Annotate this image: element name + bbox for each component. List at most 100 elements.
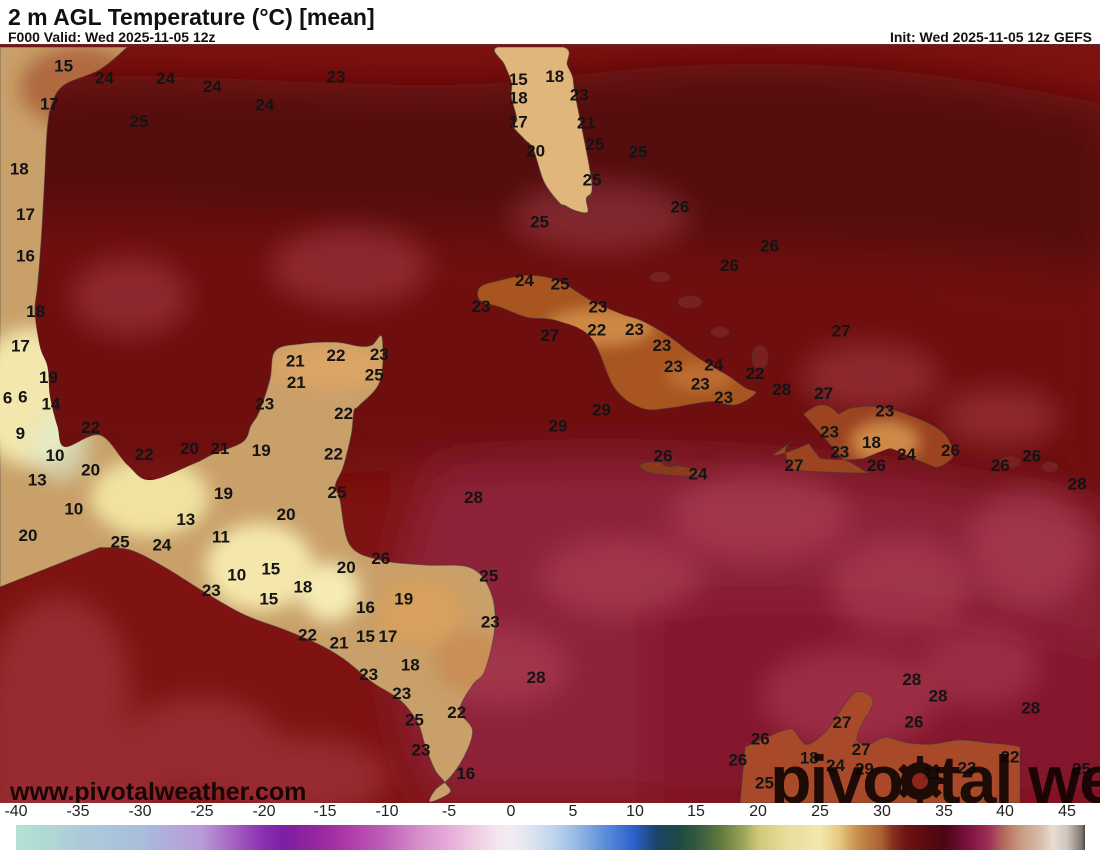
svg-text:22: 22 <box>81 418 100 437</box>
svg-text:14: 14 <box>41 395 60 414</box>
svg-text:23: 23 <box>664 357 683 376</box>
svg-text:17: 17 <box>378 627 397 646</box>
svg-text:22: 22 <box>135 445 154 464</box>
svg-text:27: 27 <box>785 456 804 475</box>
svg-text:24: 24 <box>156 69 175 88</box>
svg-text:20: 20 <box>19 526 38 545</box>
svg-text:21: 21 <box>330 633 349 652</box>
svg-text:27: 27 <box>540 326 559 345</box>
svg-text:27: 27 <box>814 384 833 403</box>
svg-text:9: 9 <box>16 424 25 443</box>
svg-text:22: 22 <box>324 445 343 464</box>
svg-text:23: 23 <box>392 684 411 703</box>
svg-text:23: 23 <box>691 374 710 393</box>
svg-text:26: 26 <box>728 750 747 769</box>
svg-text:24: 24 <box>897 445 916 464</box>
svg-text:23: 23 <box>359 665 378 684</box>
svg-text:24: 24 <box>203 77 222 96</box>
svg-text:28: 28 <box>772 380 791 399</box>
svg-text:20: 20 <box>337 558 356 577</box>
svg-text:23: 23 <box>652 336 671 355</box>
svg-text:24: 24 <box>689 464 708 483</box>
svg-text:www.pivotalweather.com: www.pivotalweather.com <box>9 778 306 803</box>
svg-text:22: 22 <box>447 703 466 722</box>
svg-text:16: 16 <box>356 598 375 617</box>
svg-text:6: 6 <box>3 389 12 408</box>
svg-text:15: 15 <box>54 56 73 75</box>
svg-text:10: 10 <box>46 446 65 465</box>
svg-text:6: 6 <box>18 388 27 407</box>
svg-text:24: 24 <box>95 69 114 88</box>
svg-text:23: 23 <box>875 402 894 421</box>
svg-text:26: 26 <box>751 730 770 749</box>
svg-text:26: 26 <box>371 549 390 568</box>
svg-text:20: 20 <box>277 505 296 524</box>
svg-text:26: 26 <box>760 236 779 255</box>
svg-text:25: 25 <box>328 483 347 502</box>
svg-text:19: 19 <box>394 590 413 609</box>
svg-text:26: 26 <box>670 197 689 216</box>
svg-text:15: 15 <box>509 70 528 89</box>
svg-text:pivo: pivo <box>770 742 902 803</box>
svg-text:23: 23 <box>472 297 491 316</box>
svg-text:20: 20 <box>180 439 199 458</box>
svg-text:24: 24 <box>152 536 171 555</box>
svg-text:28: 28 <box>464 488 483 507</box>
svg-text:23: 23 <box>588 297 607 316</box>
svg-text:26: 26 <box>1022 446 1041 465</box>
svg-text:24: 24 <box>255 96 274 115</box>
svg-text:21: 21 <box>577 114 596 133</box>
svg-text:25: 25 <box>530 212 549 231</box>
svg-text:13: 13 <box>176 510 195 529</box>
svg-text:26: 26 <box>991 456 1010 475</box>
svg-text:28: 28 <box>1068 475 1087 494</box>
svg-text:29: 29 <box>592 400 611 419</box>
svg-text:26: 26 <box>654 446 673 465</box>
svg-text:11: 11 <box>212 528 230 547</box>
svg-text:25: 25 <box>551 275 570 294</box>
svg-text:28: 28 <box>527 668 546 687</box>
svg-text:28: 28 <box>929 687 948 706</box>
svg-text:19: 19 <box>39 368 58 387</box>
svg-text:10: 10 <box>227 566 246 585</box>
svg-text:10: 10 <box>64 500 83 519</box>
svg-text:25: 25 <box>365 366 384 385</box>
svg-text:25: 25 <box>130 112 149 131</box>
svg-text:18: 18 <box>26 302 45 321</box>
svg-text:23: 23 <box>481 613 500 632</box>
svg-text:23: 23 <box>255 395 274 414</box>
svg-text:23: 23 <box>412 741 431 760</box>
svg-text:18: 18 <box>10 159 29 178</box>
svg-text:22: 22 <box>298 626 317 645</box>
svg-text:25: 25 <box>479 567 498 586</box>
svg-text:23: 23 <box>830 443 849 462</box>
svg-text:21: 21 <box>287 373 306 392</box>
svg-text:23: 23 <box>370 345 389 364</box>
svg-text:28: 28 <box>902 670 921 689</box>
svg-text:18: 18 <box>509 89 528 108</box>
svg-text:21: 21 <box>286 351 305 370</box>
svg-text:22: 22 <box>327 346 346 365</box>
svg-text:20: 20 <box>526 141 545 160</box>
svg-text:17: 17 <box>16 205 35 224</box>
svg-text:25: 25 <box>405 711 424 730</box>
svg-text:28: 28 <box>1021 699 1040 718</box>
svg-text:22: 22 <box>334 404 353 423</box>
svg-text:24: 24 <box>515 271 534 290</box>
svg-text:16: 16 <box>456 764 475 783</box>
svg-text:19: 19 <box>214 484 233 503</box>
svg-text:25: 25 <box>583 171 602 190</box>
svg-text:29: 29 <box>549 417 568 436</box>
svg-text:20: 20 <box>81 460 100 479</box>
svg-text:23: 23 <box>570 86 589 105</box>
svg-text:19: 19 <box>252 441 271 460</box>
svg-text:18: 18 <box>545 67 564 86</box>
svg-text:16: 16 <box>16 246 35 265</box>
svg-text:17: 17 <box>509 112 528 131</box>
svg-text:23: 23 <box>202 581 221 600</box>
svg-text:tal weather: tal weather <box>938 742 1100 803</box>
svg-text:15: 15 <box>259 590 278 609</box>
svg-text:23: 23 <box>820 422 839 441</box>
svg-text:15: 15 <box>261 560 280 579</box>
svg-text:22: 22 <box>587 321 606 340</box>
